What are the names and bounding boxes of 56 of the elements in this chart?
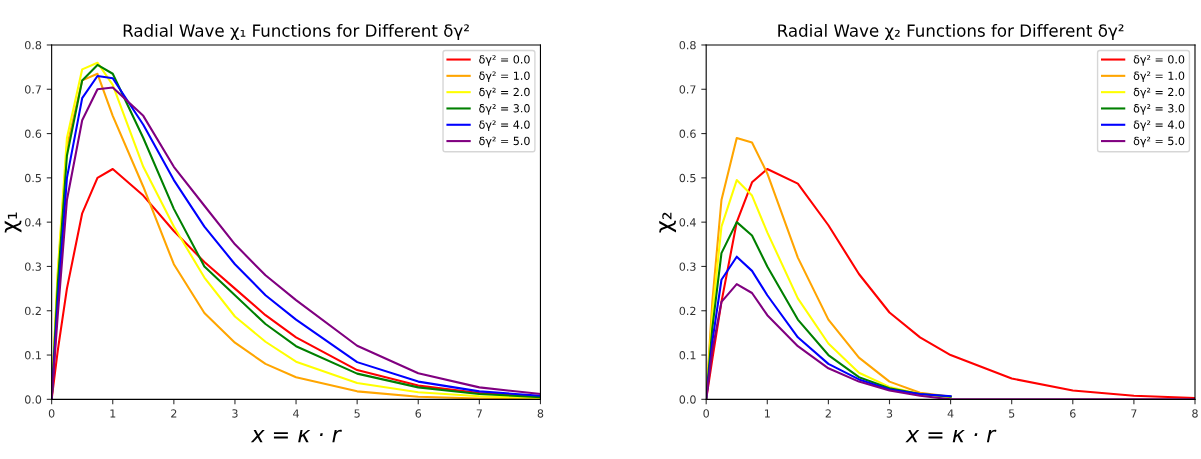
x-tick-label: 2 xyxy=(825,409,831,418)
legend-label: δγ² = 0.0 xyxy=(1133,55,1185,66)
y-tick-label: 0.2 xyxy=(24,306,41,316)
legend-label: δγ² = 3.0 xyxy=(479,104,530,115)
x-axis-title: x = κ · r xyxy=(905,429,997,443)
x-tick-label: 5 xyxy=(354,409,360,418)
line-series xyxy=(706,221,952,400)
y-tick-label: 0.4 xyxy=(679,218,696,227)
x-tick-label: 7 xyxy=(476,409,482,418)
legend-label: δγ² = 1.0 xyxy=(479,71,530,83)
y-tick-label: 0.7 xyxy=(679,85,696,94)
y-tick-label: 0.6 xyxy=(24,129,42,138)
legend-label: δγ² = 5.0 xyxy=(479,136,530,148)
x-tick-label: 7 xyxy=(1131,409,1137,418)
line-series xyxy=(706,255,952,400)
y-tick-label: 0.6 xyxy=(679,129,696,138)
y-tick-label: 0.8 xyxy=(679,40,696,50)
x-tick-label: 3 xyxy=(232,409,238,418)
x-tick-label: 6 xyxy=(1070,409,1076,418)
legend-label: δγ² = 2.0 xyxy=(479,87,530,99)
y-tick-label: 0.5 xyxy=(24,173,41,183)
x-axis-title: x = κ · r xyxy=(250,429,342,443)
legend-label: δγ² = 4.0 xyxy=(1133,120,1185,131)
y-axis-title: χ₁ xyxy=(4,212,22,233)
legend-label: δγ² = 1.0 xyxy=(1133,71,1185,83)
legend-label: δγ² = 4.0 xyxy=(479,120,530,131)
x-tick-label: 1 xyxy=(764,409,770,418)
y-tick-label: 0.0 xyxy=(24,395,42,404)
legend-label: δγ² = 5.0 xyxy=(1133,136,1185,148)
chart-title: Radial Wave χ₁ Functions for Different δγ² xyxy=(123,23,469,41)
y-tick-label: 0.2 xyxy=(679,306,696,316)
y-tick-label: 0.1 xyxy=(679,351,696,360)
y-tick-label: 0.3 xyxy=(679,262,696,271)
chart-title: Radial Wave χ₂ Functions for Different δγ² xyxy=(778,23,1124,41)
y-axis-title: χ₂ xyxy=(659,212,677,233)
y-tick-label: 0.1 xyxy=(24,351,41,360)
x-tick-label: 5 xyxy=(1009,409,1015,418)
x-tick-label: 6 xyxy=(415,409,422,418)
x-tick-label: 8 xyxy=(1192,409,1198,418)
x-tick-label: 2 xyxy=(171,409,177,418)
y-tick-label: 0.5 xyxy=(679,173,696,183)
x-tick-label: 0 xyxy=(703,409,709,418)
x-tick-label: 1 xyxy=(110,409,116,418)
y-tick-label: 0.4 xyxy=(24,218,42,227)
x-tick-label: 8 xyxy=(537,409,544,418)
y-tick-label: 0.0 xyxy=(679,395,696,404)
legend-label: δγ² = 3.0 xyxy=(1133,104,1185,115)
x-tick-label: 4 xyxy=(947,409,954,418)
legend-label: δγ² = 2.0 xyxy=(1133,87,1185,99)
x-tick-label: 4 xyxy=(293,409,299,418)
x-tick-label: 0 xyxy=(48,409,55,418)
x-tick-label: 3 xyxy=(886,409,893,418)
y-tick-label: 0.3 xyxy=(24,262,42,271)
y-tick-label: 0.7 xyxy=(24,85,41,94)
legend-label: δγ² = 0.0 xyxy=(479,55,530,66)
y-tick-label: 0.8 xyxy=(24,40,42,50)
